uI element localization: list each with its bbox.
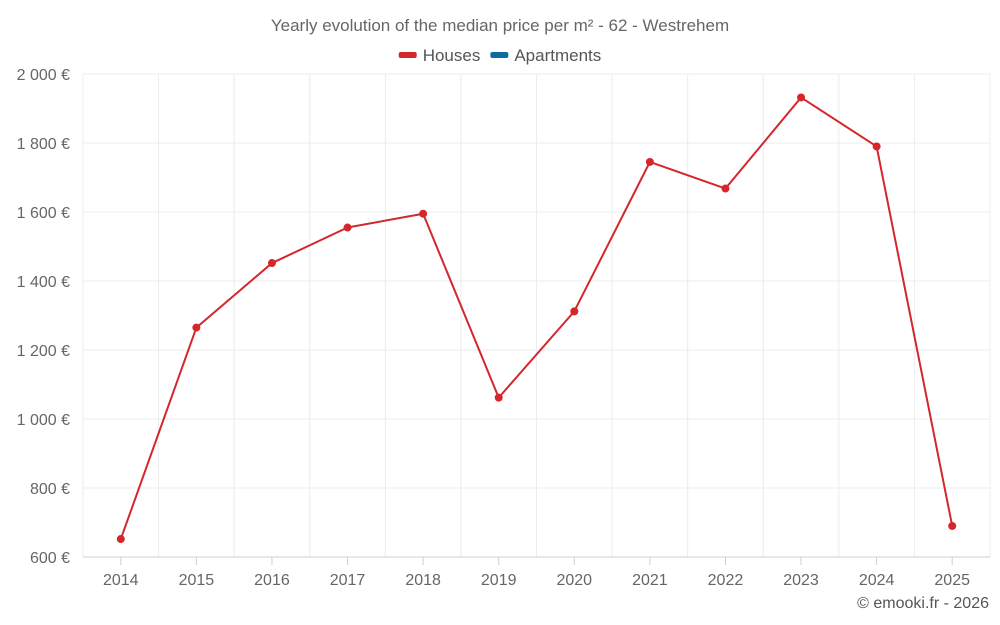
data-point-houses-2017 — [343, 223, 352, 232]
credit: © emooki.fr - 2026 — [857, 595, 989, 612]
x-tick-label: 2021 — [632, 572, 668, 589]
data-point-houses-2025 — [948, 521, 957, 530]
x-tick-label: 2019 — [481, 572, 517, 589]
x-tick-label: 2014 — [103, 572, 139, 589]
series-layer — [116, 93, 957, 544]
x-tick-label: 2020 — [556, 572, 592, 589]
grid — [82, 73, 991, 557]
data-point-houses-2023 — [797, 93, 806, 102]
x-tick-label: 2023 — [783, 572, 819, 589]
data-point-houses-2020 — [570, 307, 579, 316]
chart-title: Yearly evolution of the median price per… — [271, 16, 729, 35]
data-point-houses-2014 — [116, 535, 125, 544]
y-tick-label: 1 000 € — [17, 412, 70, 429]
x-tick-label: 2016 — [254, 572, 290, 589]
axes: 600 € 800 € 1 000 € 1 200 € 1 400 € 1 600 € 1 … — [17, 67, 990, 589]
y-tick-label: 2 000 € — [17, 67, 70, 84]
data-point-houses-2016 — [267, 259, 276, 268]
y-tick-label: 1 800 € — [17, 136, 70, 153]
data-point-houses-2024 — [872, 142, 881, 151]
y-tick-label: 600 € — [30, 550, 70, 567]
legend-item-houses: Houses — [398, 46, 481, 65]
data-point-houses-2022 — [721, 184, 730, 193]
x-tick-label: 2017 — [330, 572, 366, 589]
series-line-houses — [119, 96, 954, 540]
data-point-houses-2015 — [192, 323, 201, 332]
data-point-houses-2019 — [494, 393, 503, 402]
y-tick-label: 1 600 € — [17, 205, 70, 222]
legend-swatch — [398, 52, 417, 58]
x-tick-label: 2015 — [179, 572, 215, 589]
x-tick-label: 2024 — [859, 572, 895, 589]
legend-swatch — [490, 52, 509, 58]
legend-item-apartments: Apartments — [490, 46, 601, 65]
x-tick-label: 2018 — [405, 572, 441, 589]
legend-label: Houses — [423, 46, 481, 65]
y-tick-label: 1 200 € — [17, 343, 70, 360]
x-tick-label: 2025 — [934, 572, 970, 589]
legend-label: Apartments — [514, 46, 601, 65]
data-point-houses-2018 — [419, 209, 428, 218]
data-point-houses-2021 — [645, 157, 654, 166]
legend: Houses Apartments — [398, 46, 601, 65]
y-tick-label: 800 € — [30, 481, 70, 498]
y-tick-label: 1 400 € — [17, 274, 70, 291]
x-tick-label: 2022 — [708, 572, 744, 589]
